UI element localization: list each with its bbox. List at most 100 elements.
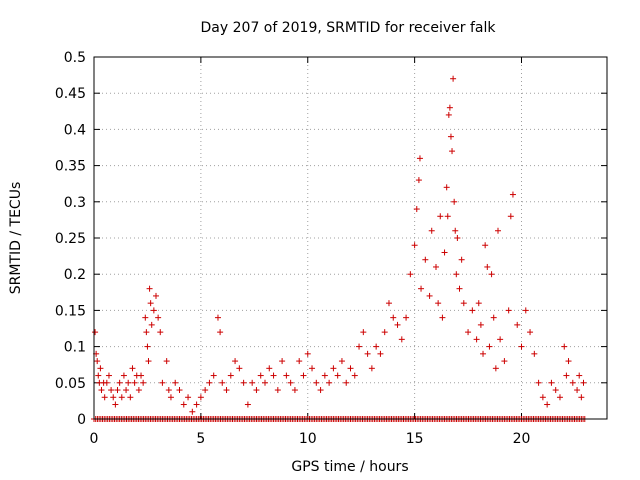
data-point (300, 372, 307, 379)
data-point (120, 372, 127, 379)
data-point (454, 235, 461, 241)
data-point (129, 365, 136, 372)
data-point (576, 372, 583, 379)
data-point (326, 379, 333, 386)
data-point (223, 387, 230, 394)
data-point (214, 314, 221, 321)
data-point (368, 365, 375, 372)
y-tick-label: 0.45 (55, 86, 86, 102)
data-point (377, 350, 384, 357)
data-point (453, 271, 460, 278)
data-point (450, 75, 457, 82)
chart-title: Day 207 of 2019, SRMTID for receiver fal… (201, 20, 497, 36)
data-point (274, 387, 281, 394)
data-point (150, 307, 157, 314)
data-point (418, 285, 425, 292)
data-point (494, 227, 501, 234)
data-point (465, 329, 472, 336)
data-point (94, 358, 101, 365)
x-tick-label: 0 (90, 431, 99, 447)
data-point (138, 372, 145, 379)
data-point (390, 314, 397, 321)
y-tick-label: 0.35 (55, 159, 86, 175)
data-point (296, 358, 303, 365)
data-point (486, 343, 493, 350)
data-point (458, 256, 465, 263)
data-point (118, 394, 125, 401)
y-tick-label: 0 (77, 412, 86, 428)
data-point (492, 365, 499, 372)
data-point (167, 394, 174, 401)
data-point (266, 365, 273, 372)
data-point (449, 148, 456, 155)
data-point (147, 300, 154, 307)
data-point (514, 321, 521, 328)
data-point (219, 379, 226, 386)
data-point (142, 314, 149, 321)
data-point (544, 401, 551, 408)
data-point (189, 408, 196, 415)
data-point (497, 336, 504, 343)
data-point (385, 300, 392, 307)
data-point (561, 343, 568, 350)
data-point (351, 372, 358, 379)
data-point (446, 104, 453, 111)
data-point (257, 372, 264, 379)
data-point (97, 365, 104, 372)
y-tick-label: 0.15 (55, 303, 86, 319)
data-point (411, 242, 418, 249)
data-point (531, 350, 538, 357)
data-point (291, 387, 298, 394)
data-point (347, 365, 354, 372)
data-point (565, 358, 572, 365)
data-point (210, 372, 217, 379)
data-point (437, 213, 444, 220)
data-point (539, 394, 546, 401)
data-point (473, 336, 480, 343)
data-point (444, 213, 451, 220)
data-point (155, 314, 162, 321)
data-point (580, 379, 587, 386)
data-point (227, 372, 234, 379)
data-point (435, 300, 442, 307)
data-point (484, 263, 491, 270)
data-point (123, 387, 130, 394)
data-point (157, 329, 164, 336)
data-point (433, 263, 439, 270)
data-point (535, 379, 542, 386)
data-point (403, 314, 410, 321)
data-point (270, 372, 277, 379)
data-point (98, 387, 105, 394)
data-point (398, 336, 405, 343)
x-axis-title: GPS time / hours (291, 459, 408, 475)
data-point (445, 111, 452, 118)
data-point (146, 285, 153, 292)
data-point (140, 379, 147, 386)
data-point (527, 329, 534, 336)
x-tick-labels: 0 5 10 15 20 (90, 431, 531, 447)
data-point (456, 285, 463, 292)
y-axis-title: SRMTID / TECUs (8, 182, 24, 295)
data-point (105, 372, 112, 379)
data-point (283, 372, 290, 379)
data-point (131, 379, 138, 386)
y-tick-label: 0.2 (64, 267, 86, 283)
y-tick-label: 0.05 (55, 376, 86, 392)
data-point (518, 343, 525, 350)
data-point (313, 379, 320, 386)
data-point (477, 321, 484, 328)
data-point (556, 394, 563, 401)
data-point (236, 365, 243, 372)
data-point (197, 394, 204, 401)
data-point (185, 394, 192, 401)
data-point (206, 379, 213, 386)
data-point (125, 379, 132, 386)
y-tick-label: 0.1 (64, 340, 86, 356)
data-point (152, 292, 159, 299)
data-point (452, 227, 459, 234)
x-tick-label: 5 (196, 431, 205, 447)
data-point (145, 358, 152, 365)
data-point (356, 343, 363, 350)
data-point (112, 401, 119, 408)
